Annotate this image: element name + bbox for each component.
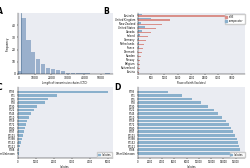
Bar <box>18 105 38 108</box>
Text: C: C <box>0 83 2 92</box>
Bar <box>18 149 19 151</box>
Bar <box>138 149 240 151</box>
Text: B: B <box>103 7 109 16</box>
Bar <box>138 26 145 28</box>
Bar <box>18 91 108 93</box>
Bar <box>138 123 228 126</box>
Bar <box>26 40 30 74</box>
Bar <box>51 69 55 74</box>
Bar <box>138 145 239 148</box>
Bar <box>138 141 238 144</box>
Bar <box>138 42 139 44</box>
Bar <box>18 119 28 122</box>
Bar <box>56 70 60 74</box>
Bar <box>18 145 20 148</box>
Bar <box>138 14 142 15</box>
Bar <box>138 98 192 100</box>
Bar <box>18 94 57 97</box>
Bar <box>138 64 140 65</box>
Bar <box>138 30 142 32</box>
Bar <box>18 109 34 111</box>
Bar <box>138 44 144 45</box>
Bar <box>138 32 151 33</box>
Bar <box>138 22 141 24</box>
Bar <box>138 15 240 17</box>
Bar <box>66 73 70 74</box>
Bar <box>138 91 168 93</box>
X-axis label: Length of transmission chains (CTD): Length of transmission chains (CTD) <box>42 81 88 85</box>
Bar <box>18 138 22 140</box>
X-axis label: Isolates: Isolates <box>186 165 196 168</box>
Bar <box>138 101 201 104</box>
Bar <box>138 105 208 108</box>
Bar <box>18 116 29 118</box>
Bar <box>138 152 240 155</box>
Bar <box>138 119 226 122</box>
Bar <box>138 68 140 69</box>
Bar <box>138 48 143 49</box>
Bar <box>138 40 145 41</box>
Legend: Isolates: Isolates <box>230 152 244 157</box>
Bar <box>18 98 48 100</box>
Text: D: D <box>114 83 120 92</box>
Bar <box>138 19 170 21</box>
X-axis label: Isolates: Isolates <box>60 165 70 168</box>
Bar <box>138 36 148 37</box>
Bar <box>36 59 41 74</box>
Legend: Isolates: Isolates <box>97 152 112 157</box>
Bar <box>61 72 65 74</box>
Bar <box>18 141 21 144</box>
Bar <box>76 73 80 74</box>
Bar <box>138 134 235 137</box>
Bar <box>138 60 140 61</box>
Bar <box>105 73 110 74</box>
Bar <box>21 18 25 74</box>
Text: A: A <box>0 7 2 16</box>
Legend: st93, comparator: st93, comparator <box>224 14 244 24</box>
Bar <box>46 68 50 74</box>
Bar <box>138 94 182 97</box>
Bar <box>18 130 24 133</box>
X-axis label: Place of birth (Isolates): Place of birth (Isolates) <box>177 81 206 85</box>
Bar <box>31 52 36 74</box>
Bar <box>138 127 231 129</box>
Bar <box>18 127 25 129</box>
Bar <box>138 24 162 25</box>
Bar <box>138 38 140 40</box>
Bar <box>86 73 90 74</box>
Bar <box>138 138 237 140</box>
Bar <box>16 72 20 74</box>
Bar <box>18 123 26 126</box>
Bar <box>18 101 45 104</box>
Bar <box>138 18 151 19</box>
Bar <box>138 109 214 111</box>
Bar <box>41 64 46 74</box>
Bar <box>138 130 233 133</box>
Bar <box>138 34 140 36</box>
Bar <box>18 134 23 137</box>
Bar <box>138 72 139 73</box>
Bar <box>138 52 142 53</box>
Bar <box>138 112 218 115</box>
Bar <box>138 28 156 29</box>
Bar <box>18 112 31 115</box>
Bar <box>80 73 85 74</box>
Bar <box>70 73 75 74</box>
Y-axis label: Frequency: Frequency <box>6 36 10 51</box>
Bar <box>138 56 141 57</box>
Bar <box>138 116 222 118</box>
